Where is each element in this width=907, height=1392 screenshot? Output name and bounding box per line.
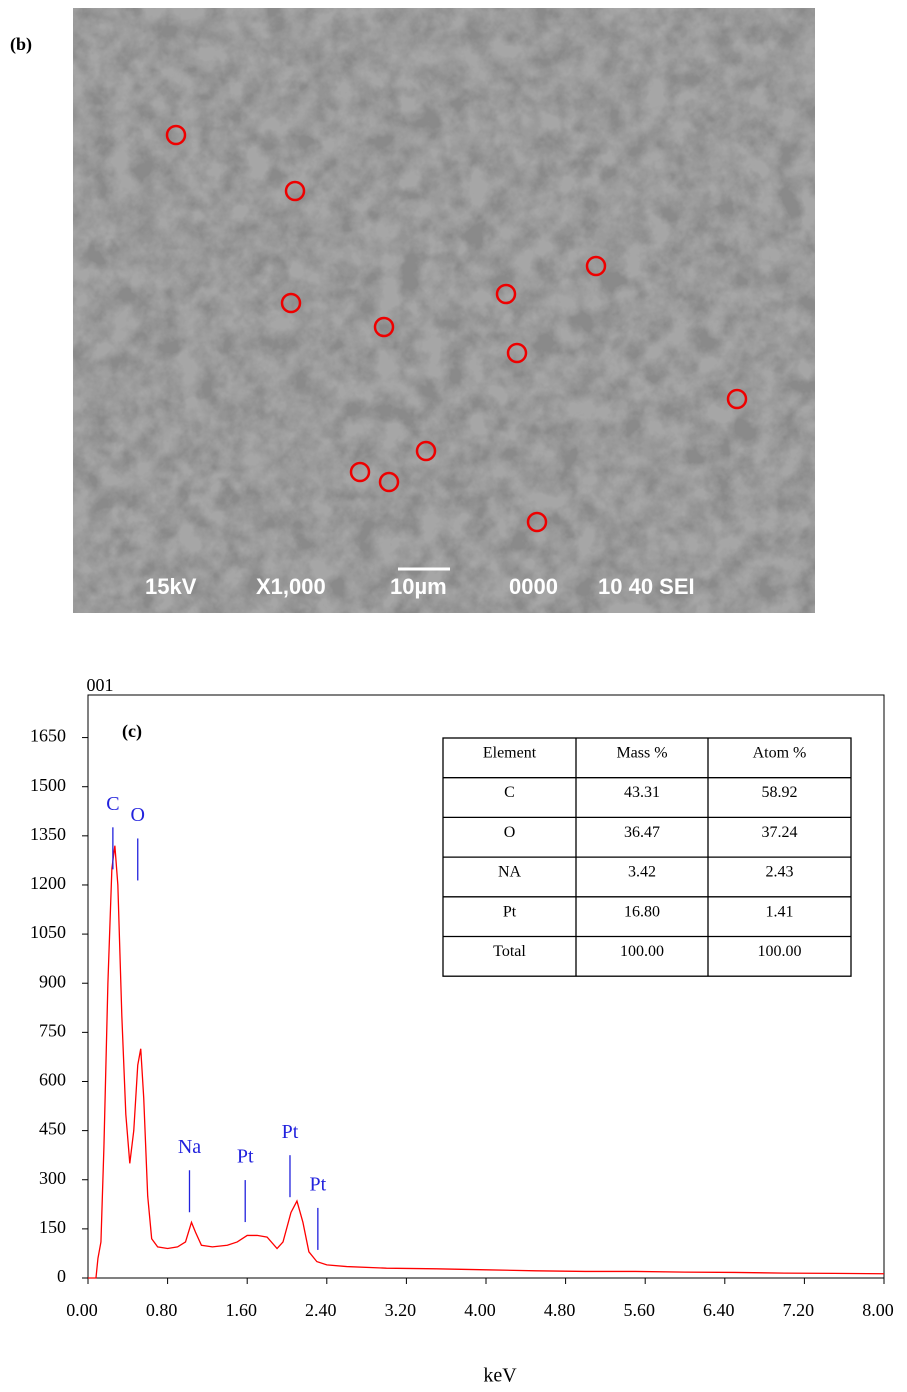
sem-texture: [73, 8, 815, 613]
peak-label: Pt: [310, 1174, 327, 1196]
y-tick-label: 900: [39, 971, 66, 991]
sem-info: 15kV: [145, 574, 197, 599]
x-tick-label: 0.00: [66, 1300, 98, 1320]
y-tick-label: 1350: [30, 824, 66, 844]
marker: [284, 180, 306, 202]
marker: [506, 342, 528, 364]
y-tick-label: 450: [39, 1119, 66, 1139]
label-box: [96, 703, 182, 761]
table-cell: 37.24: [762, 824, 798, 841]
table-cell: 43.31: [624, 784, 660, 801]
table-cell: C: [504, 784, 515, 801]
marker: [495, 283, 517, 305]
x-tick-label: 2.40: [305, 1300, 337, 1320]
y-tick-label: 150: [39, 1217, 66, 1237]
y-tick-label: 1200: [30, 873, 66, 893]
x-tick-label: 6.40: [703, 1300, 735, 1320]
peak-label: Pt: [237, 1146, 254, 1168]
y-tick-label: 0: [57, 1266, 66, 1286]
peak-label: O: [131, 804, 145, 826]
table-header: Element: [483, 745, 537, 762]
table-cell: 58.92: [762, 784, 798, 801]
table-cell: NA: [498, 864, 522, 881]
sem-info: 0000: [509, 574, 558, 599]
spectrum-line: [88, 845, 885, 1279]
marker: [165, 124, 187, 146]
marker: [378, 471, 400, 493]
table-cell: 36.47: [624, 824, 660, 841]
peak-label: C: [106, 793, 119, 815]
x-tick-label: 4.00: [464, 1300, 496, 1320]
peak-label: Na: [178, 1136, 201, 1158]
x-tick-label: 1.60: [225, 1300, 257, 1320]
x-tick-label: 0.80: [146, 1300, 178, 1320]
panel-label: (b): [10, 34, 32, 55]
marker: [726, 388, 748, 410]
table-cell: Total: [493, 943, 526, 960]
chart: 0 150 300 450 600 750 900 1050 1200 1350 1500 1650 0…: [30, 675, 894, 1386]
panel-label: (c): [122, 721, 142, 742]
y-tick-label: 750: [39, 1020, 66, 1040]
table-cell: 1.41: [766, 903, 794, 920]
y-tick-label: 1500: [30, 775, 66, 795]
sem-info: 10 40 SEI: [598, 574, 695, 599]
markers: [165, 124, 748, 533]
x-tick-label: 5.60: [623, 1300, 655, 1320]
x-tick-label: 4.80: [544, 1300, 576, 1320]
x-axis-label: keV: [483, 1365, 517, 1387]
table-cell: 16.80: [624, 903, 660, 920]
table-header: Atom %: [753, 745, 807, 762]
table-cell: 3.42: [628, 864, 656, 881]
peak-label: Pt: [282, 1121, 299, 1143]
sem-info: X1,000: [256, 574, 326, 599]
y-tick-label: 300: [39, 1168, 66, 1188]
table-cell: 100.00: [620, 943, 664, 960]
x-tick-label: 7.20: [783, 1300, 815, 1320]
marker: [526, 511, 548, 533]
table-cell: 2.43: [766, 864, 794, 881]
sem-image: 15kV X1,000 10µm 0000 10 40 SEI: [73, 8, 815, 613]
x-tick-label: 3.20: [385, 1300, 417, 1320]
y-tick-label: 600: [39, 1070, 66, 1090]
table-cell: 100.00: [758, 943, 802, 960]
sem-info: 10µm: [390, 574, 447, 599]
y-tick-label: 1050: [30, 922, 66, 942]
marker: [280, 292, 302, 314]
table-cell: Pt: [503, 903, 517, 920]
x-tick-label: 8.00: [862, 1300, 894, 1320]
table-header: Mass %: [616, 745, 667, 762]
marker: [349, 461, 371, 483]
table-cell: O: [504, 824, 516, 841]
marker: [415, 440, 437, 462]
y-tick-label: 1650: [30, 726, 66, 746]
corner-label: 001: [87, 675, 114, 695]
marker: [585, 255, 607, 277]
marker: [373, 316, 395, 338]
